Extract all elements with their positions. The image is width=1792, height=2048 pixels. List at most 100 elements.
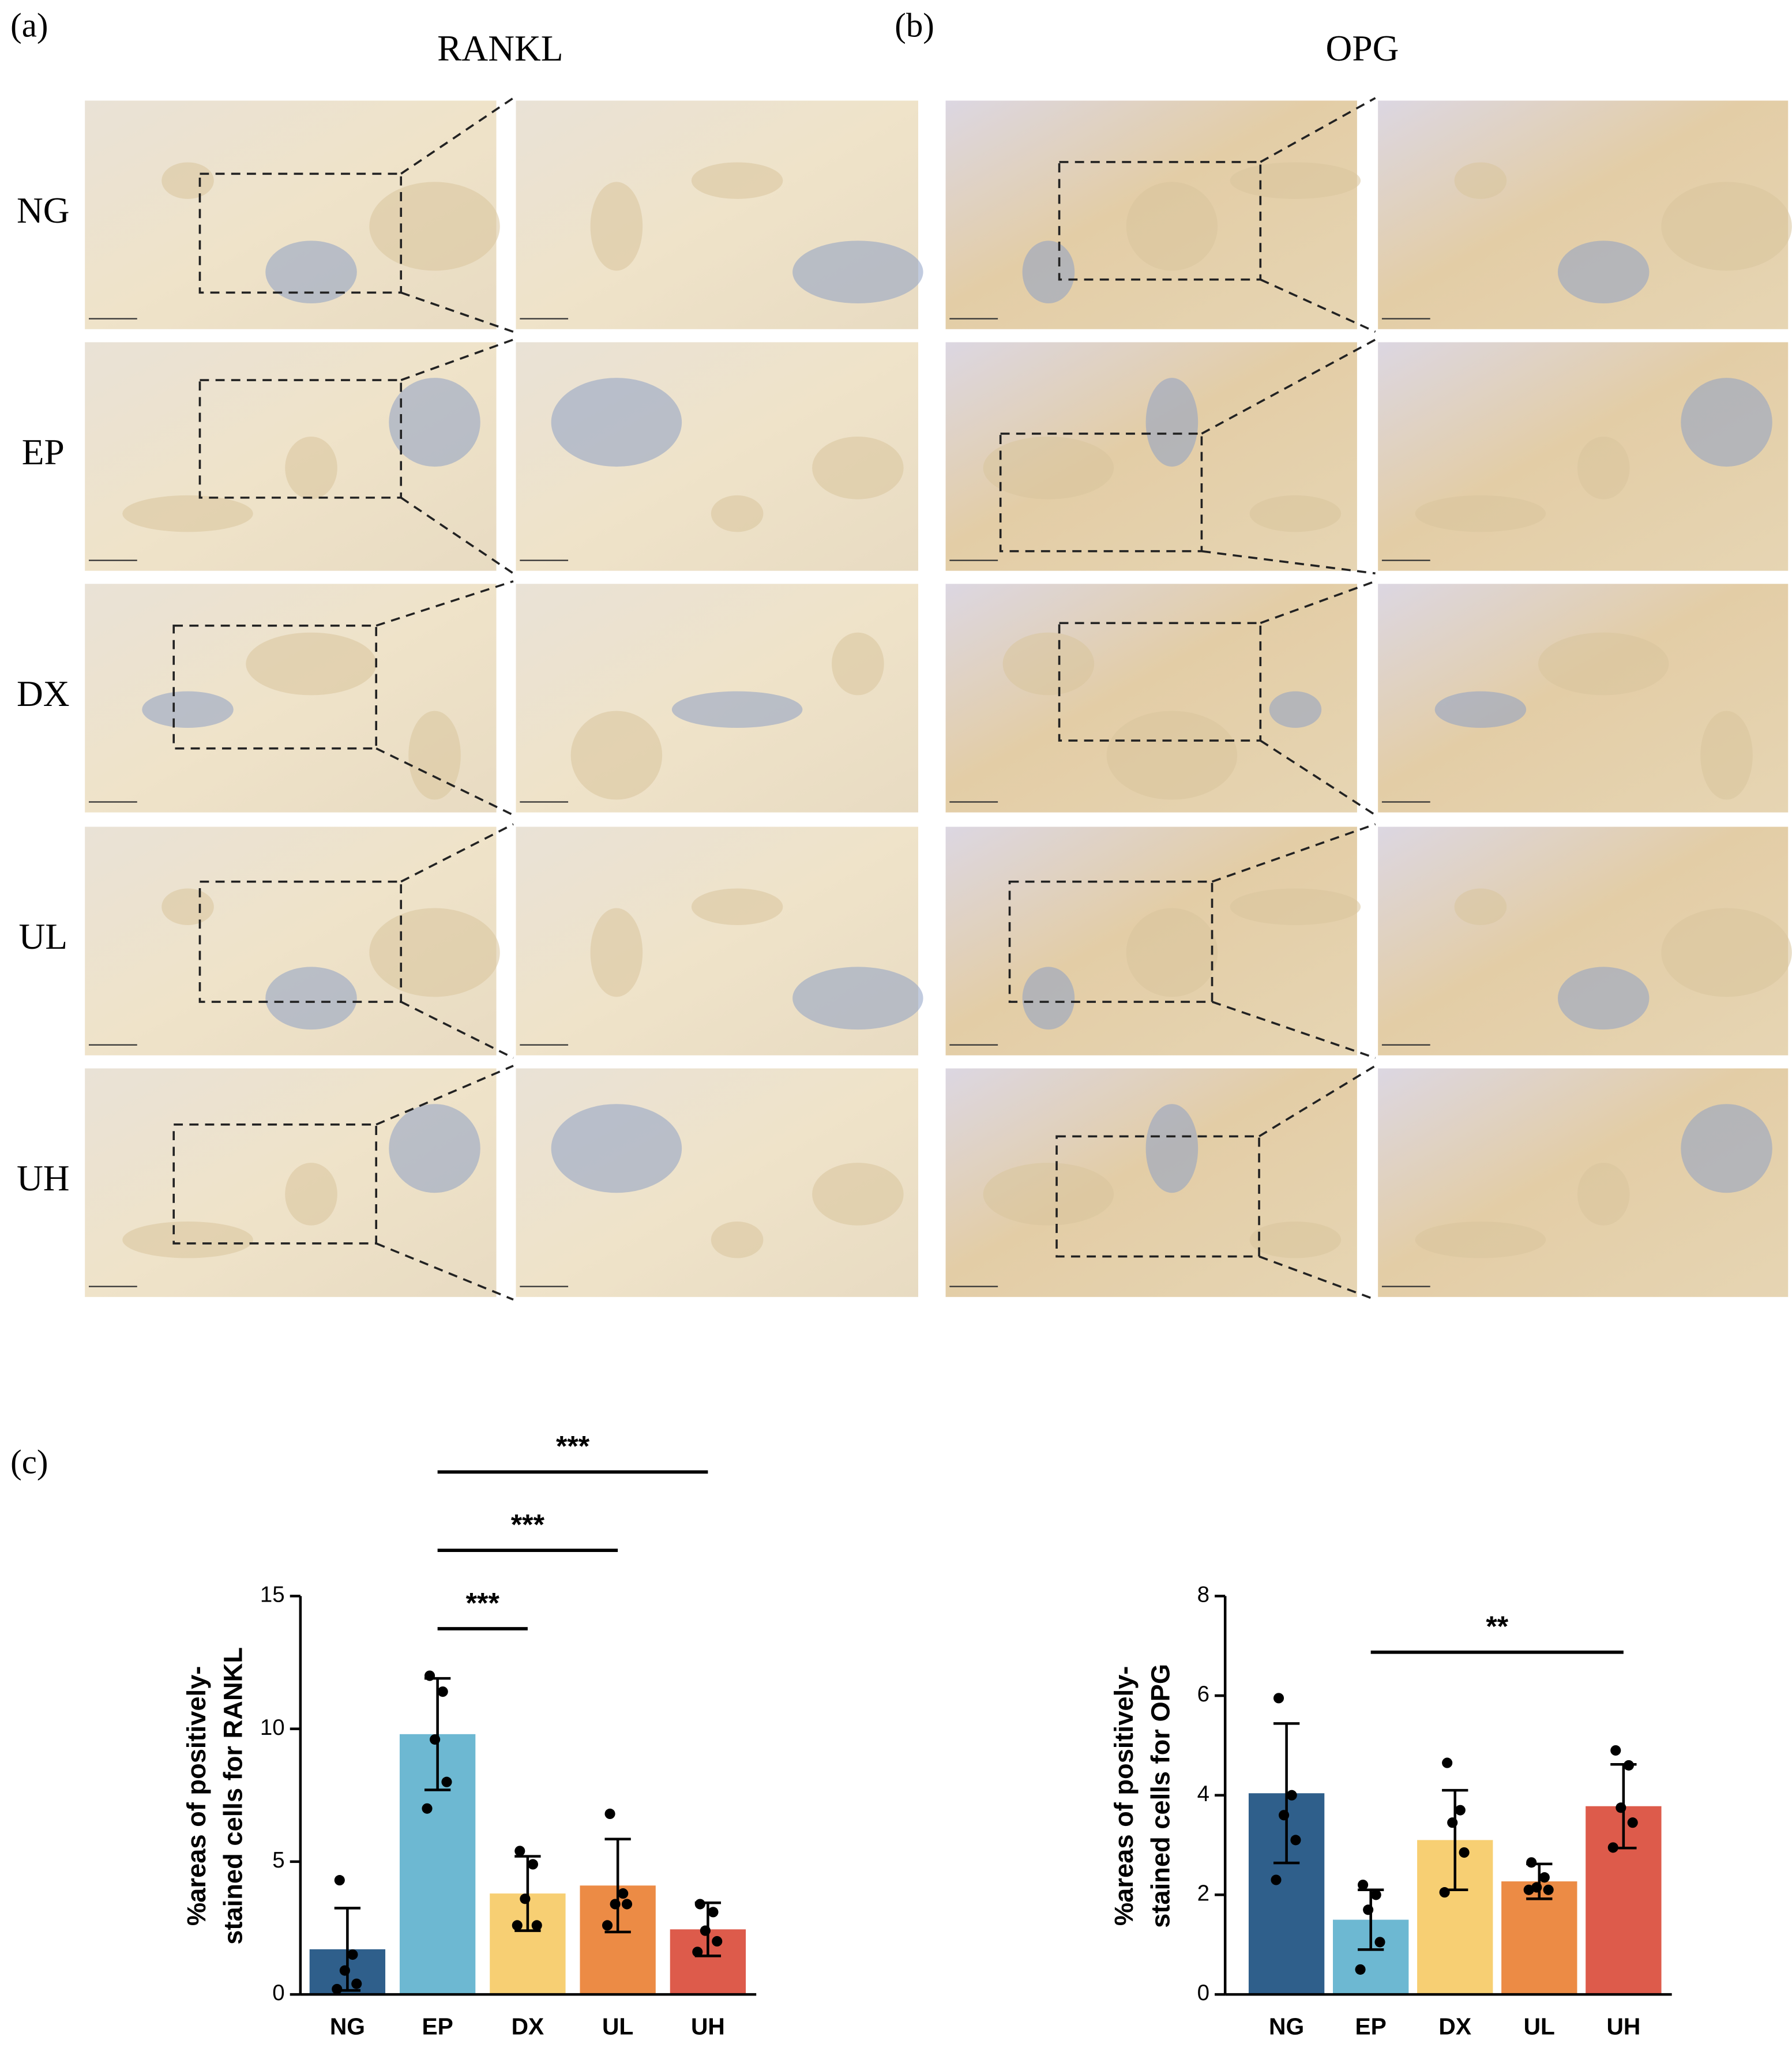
data-point — [610, 1899, 621, 1910]
stain-region — [570, 711, 663, 800]
stain-region — [1126, 182, 1218, 271]
y-tick-label: 8 — [1197, 1583, 1209, 1607]
zoom-box — [1058, 622, 1262, 742]
data-point — [332, 1983, 343, 1994]
data-point — [527, 1859, 539, 1870]
significance-label: *** — [556, 1430, 590, 1463]
stain-region — [1681, 1104, 1772, 1193]
zoom-line — [1260, 739, 1376, 816]
x-tick-label: DX — [512, 2013, 544, 2040]
stain-region — [590, 908, 643, 997]
panel-label: (c) — [10, 1443, 48, 1480]
stain-region — [1022, 241, 1075, 304]
zoom-box — [198, 880, 403, 1003]
significance-label: *** — [466, 1587, 500, 1619]
stain-region — [1661, 908, 1792, 997]
stain-region — [122, 1222, 253, 1258]
stain-region — [1106, 711, 1238, 800]
data-point — [437, 1686, 448, 1697]
stain-region — [285, 437, 337, 499]
stain-region — [812, 437, 904, 499]
stain-region — [1145, 1104, 1199, 1193]
stain-region — [1434, 691, 1527, 728]
row-label: EP — [22, 432, 65, 472]
stain-region — [1249, 1222, 1342, 1258]
data-point — [1531, 1882, 1542, 1893]
panel-title: OPG — [1326, 28, 1399, 69]
data-point — [1279, 1810, 1290, 1821]
data-point — [694, 1899, 705, 1910]
y-tick-label: 4 — [1197, 1782, 1209, 1806]
row-label: UH — [17, 1158, 70, 1198]
stain-region — [122, 495, 253, 532]
stain-region — [1577, 1163, 1630, 1226]
x-tick-label: UL — [1524, 2013, 1555, 2040]
data-point — [1439, 1887, 1450, 1898]
stain-region — [265, 241, 357, 304]
stain-region — [1002, 632, 1095, 696]
stain-region — [1538, 632, 1669, 696]
stain-region — [671, 691, 803, 728]
y-tick-label: 10 — [260, 1715, 285, 1740]
data-point — [1459, 1847, 1470, 1858]
stain-region — [408, 711, 461, 800]
data-point — [1543, 1884, 1554, 1895]
stain-region — [590, 182, 643, 271]
zoom-line — [400, 291, 514, 333]
zoom-line — [375, 580, 514, 627]
y-tick-label: 5 — [272, 1848, 284, 1873]
zoom-line — [1260, 580, 1376, 624]
stain-region — [246, 632, 377, 696]
data-point — [512, 1920, 523, 1931]
stain-region — [1230, 888, 1361, 925]
data-point — [1273, 1693, 1284, 1704]
y-axis-label: %areas of positively- — [1109, 1666, 1139, 1926]
data-point — [1358, 1880, 1369, 1891]
data-point — [1355, 1964, 1366, 1975]
y-tick-label: 0 — [1197, 1981, 1209, 2005]
x-tick-label: NG — [330, 2013, 365, 2040]
zoom-line — [1260, 279, 1376, 333]
stain-region — [983, 437, 1114, 499]
stain-region — [711, 1222, 764, 1258]
data-point — [708, 1907, 719, 1918]
zoom-box — [1055, 1135, 1260, 1258]
zoom-line — [1211, 1001, 1376, 1059]
data-point — [1447, 1817, 1458, 1828]
panel-label: (a) — [10, 6, 48, 44]
data-point — [1370, 1889, 1381, 1900]
zoom-line — [400, 339, 514, 381]
data-point — [351, 1978, 362, 1989]
x-tick-label: DX — [1438, 2013, 1471, 2040]
data-point — [1363, 1904, 1374, 1915]
stain-region — [369, 182, 500, 271]
charts: %areas of positively-stained cells for R… — [182, 1430, 1672, 2040]
stain-region — [1230, 162, 1361, 199]
panel-label: (b) — [895, 6, 934, 44]
stain-region — [792, 967, 923, 1030]
row-label: DX — [17, 674, 70, 714]
zoom-line — [400, 497, 514, 574]
data-point — [531, 1920, 542, 1931]
stain-region — [161, 888, 214, 925]
data-point — [1290, 1835, 1301, 1846]
row-label: UL — [18, 916, 67, 957]
stain-region — [1577, 437, 1630, 499]
x-tick-label: UH — [691, 2013, 725, 2040]
stain-region — [1557, 241, 1650, 304]
y-axis-label: %areas of positively- — [182, 1666, 211, 1926]
data-point — [1623, 1760, 1634, 1771]
panel-title: RANKL — [437, 28, 563, 69]
data-point — [347, 1949, 358, 1960]
significance-label: ** — [1486, 1610, 1508, 1643]
stain-region — [711, 495, 764, 532]
data-point — [422, 1803, 433, 1814]
zoom-line — [1201, 339, 1376, 435]
stain-region — [1661, 182, 1792, 271]
bar — [1501, 1881, 1577, 1995]
y-tick-label: 0 — [272, 1981, 284, 2005]
x-tick-label: UH — [1606, 2013, 1640, 2040]
data-point — [430, 1734, 441, 1745]
data-point — [1374, 1937, 1385, 1948]
